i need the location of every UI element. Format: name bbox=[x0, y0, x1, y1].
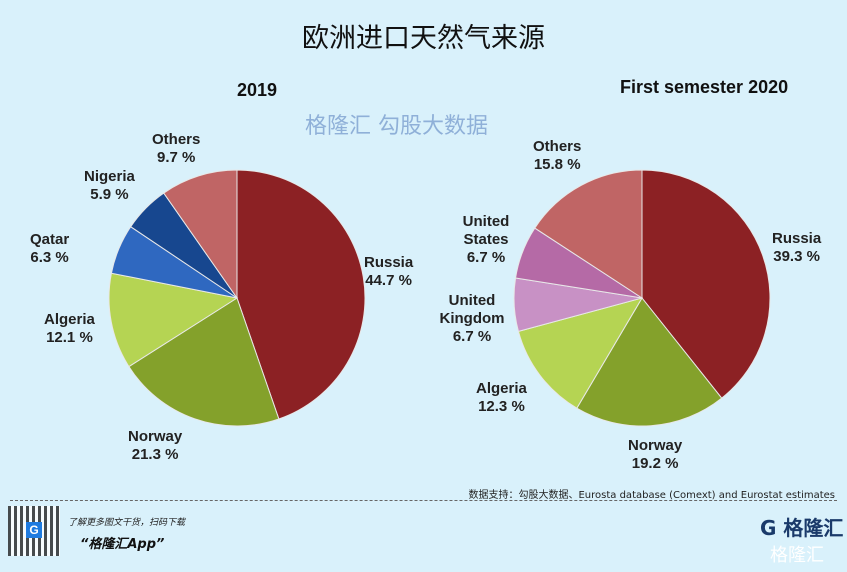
label-russia-2019: Russia 44.7 % bbox=[364, 254, 414, 289]
brand-watermark: 格隆汇 bbox=[770, 545, 824, 566]
qr-logo-icon: G bbox=[26, 522, 42, 538]
pie-2020 bbox=[513, 169, 771, 427]
label-algeria-2020: Algeria 12.3 % bbox=[476, 380, 527, 415]
page-title: 欧洲进口天然气来源 bbox=[302, 23, 545, 54]
watermark: 格隆汇 勾股大数据 bbox=[305, 114, 488, 139]
slice-norway bbox=[128, 297, 280, 427]
source-note: 数据支持：勾股大数据、Eurosta database (Comext) and… bbox=[468, 490, 835, 501]
slice-russia bbox=[641, 169, 771, 399]
slice-russia bbox=[236, 169, 366, 420]
label-norway-2019: Norway 21.3 % bbox=[128, 428, 183, 463]
slice-algeria bbox=[517, 297, 644, 409]
label-nigeria-2019: Nigeria 5.9 % bbox=[84, 168, 135, 203]
label-norway-2020: Norway 19.2 % bbox=[628, 437, 683, 472]
slice-others bbox=[163, 169, 238, 300]
divider bbox=[10, 500, 837, 501]
slice-norway bbox=[576, 297, 723, 427]
app-name: “格隆汇App” bbox=[80, 537, 165, 552]
label-uk-2020: United Kingdom 6.7 % bbox=[439, 292, 505, 345]
label-algeria-2019: Algeria 12.1 % bbox=[44, 311, 95, 346]
chart-title-2019: 2019 bbox=[237, 80, 278, 100]
pie-2019 bbox=[108, 169, 366, 427]
label-russia-2020: Russia 39.3 % bbox=[772, 230, 822, 265]
label-us-2020: United States 6.7 % bbox=[462, 213, 510, 266]
label-others-2019: Others 9.7 % bbox=[152, 131, 201, 166]
promo-text: 了解更多图文干货，扫码下载 bbox=[68, 518, 186, 528]
label-qatar-2019: Qatar 6.3 % bbox=[30, 231, 70, 266]
chart-title-2020: First semester 2020 bbox=[620, 77, 789, 97]
slice-others bbox=[534, 169, 643, 299]
slice-algeria bbox=[108, 272, 239, 368]
brand-logo: G 格隆汇 bbox=[760, 516, 844, 540]
label-others-2020: Others 15.8 % bbox=[533, 138, 582, 173]
logo-g-icon: G bbox=[760, 516, 777, 540]
